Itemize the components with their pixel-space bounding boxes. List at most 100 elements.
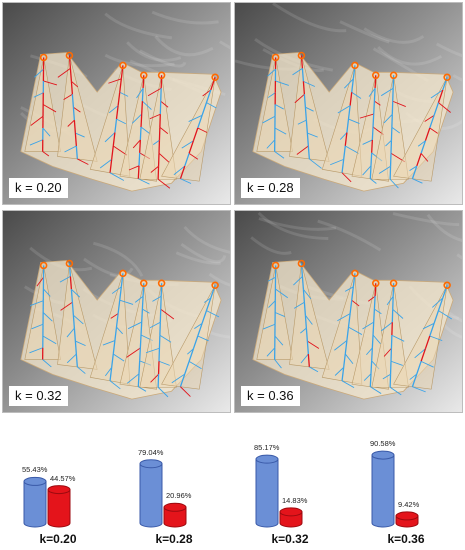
tributary-segment [374, 308, 382, 315]
terrain-ridge [257, 211, 329, 241]
tributary-segment [297, 119, 307, 125]
tributary-segment [330, 158, 344, 166]
stream-segment [305, 120, 309, 134]
outlet-marker [65, 259, 74, 268]
terrain-ridge [154, 35, 214, 57]
terrain-ridge [250, 236, 292, 255]
stream-segment [109, 367, 113, 381]
tributary-segment [337, 313, 351, 322]
tributary-segment [339, 132, 348, 140]
tributary-segment [149, 321, 161, 329]
stream-segment [138, 360, 141, 374]
data-label-blue: 55.43% [22, 465, 48, 475]
tributary-segment [362, 165, 372, 176]
cylinder-chart-svg [371, 450, 419, 528]
tributary-segment [64, 145, 77, 153]
tributary-segment [149, 113, 161, 120]
tributary-segment [274, 151, 285, 159]
stream-segment [373, 296, 376, 310]
stream-segment [139, 139, 141, 153]
stream-segment [71, 302, 75, 316]
tributary-segment [116, 326, 123, 335]
tributary-segment [180, 178, 192, 184]
tributary-segment [300, 353, 309, 364]
bar-red [47, 485, 71, 528]
tributary-segment [150, 165, 159, 173]
stream-segment [112, 132, 116, 147]
tributary-segment [334, 340, 348, 351]
tributary-segment [109, 380, 121, 390]
stream-segment [420, 140, 427, 154]
stream-segment [347, 313, 351, 328]
stream-segment [68, 55, 72, 69]
stream-segment [137, 373, 140, 387]
tributary-segment [362, 321, 374, 330]
k-value-label: k = 0.32 [9, 386, 68, 406]
tributary-segment [293, 276, 303, 286]
tributary-segment [294, 93, 305, 104]
tributary-segment [188, 114, 203, 122]
chart-caption: k=0.36 [387, 532, 425, 546]
stream-segment [370, 360, 373, 374]
tributary-segment [267, 92, 276, 98]
tributary-segment [296, 145, 309, 155]
tributary-segment [366, 347, 373, 356]
tributary-segment [267, 68, 276, 77]
tributary-segment [378, 165, 391, 174]
stream-segment [75, 353, 78, 367]
tributary-segment [344, 286, 354, 292]
terrain-ridge [180, 242, 227, 264]
stream-segment [306, 133, 309, 147]
tributary-segment [382, 373, 391, 380]
stream-segment [72, 107, 76, 121]
tributary-segment [266, 139, 276, 149]
outlet-marker [39, 261, 48, 270]
stream-segment [371, 126, 374, 140]
terrain-ridge [126, 41, 182, 62]
tributary-segment [132, 139, 141, 149]
tributary-segment [108, 78, 122, 84]
tributary-segment [188, 153, 199, 160]
stream-segment [301, 276, 305, 290]
stream-segment [373, 309, 376, 323]
tributary-segment [111, 286, 122, 294]
stream-segment [420, 348, 427, 362]
stream-segment [302, 289, 306, 303]
terrain-ridge [426, 213, 462, 242]
stream-segment [307, 145, 310, 159]
stream-segment [369, 373, 372, 387]
tributary-segment [73, 106, 81, 113]
stream-segment [344, 340, 348, 355]
stream-segment [140, 322, 143, 336]
tributary-segment [160, 100, 169, 108]
terrain-ridge [208, 272, 230, 287]
tributary-segment [66, 353, 77, 364]
tributary-segment [75, 340, 86, 347]
stream-segment [115, 105, 119, 120]
stream-segment [370, 152, 373, 166]
stream-segment [306, 341, 309, 355]
terrain-ridge [258, 217, 337, 231]
stream-segment [371, 347, 373, 361]
tributary-segment [77, 158, 89, 165]
chart-caption: k=0.28 [155, 532, 193, 546]
tributary-segment [147, 87, 162, 97]
outlet-marker [157, 279, 166, 288]
stream-segment [341, 159, 345, 173]
stream-segment [197, 115, 203, 129]
tributary-segment [432, 297, 444, 308]
outlet-marker [211, 281, 219, 290]
tributary-segment [138, 178, 150, 185]
tributary-segment [142, 100, 152, 110]
terrain-ridge [104, 53, 175, 68]
tributary-segment [372, 334, 381, 344]
terrain-ridge [317, 219, 382, 252]
tributary-segment [42, 151, 50, 157]
data-label-red: 14.83% [282, 495, 308, 505]
tributary-segment [381, 321, 393, 332]
stream-segment [302, 81, 306, 95]
tributary-segment [59, 276, 71, 283]
terrain-ridge [339, 20, 390, 44]
map-panel-2: k = 0.28 [234, 2, 463, 205]
tributary-segment [368, 87, 376, 97]
